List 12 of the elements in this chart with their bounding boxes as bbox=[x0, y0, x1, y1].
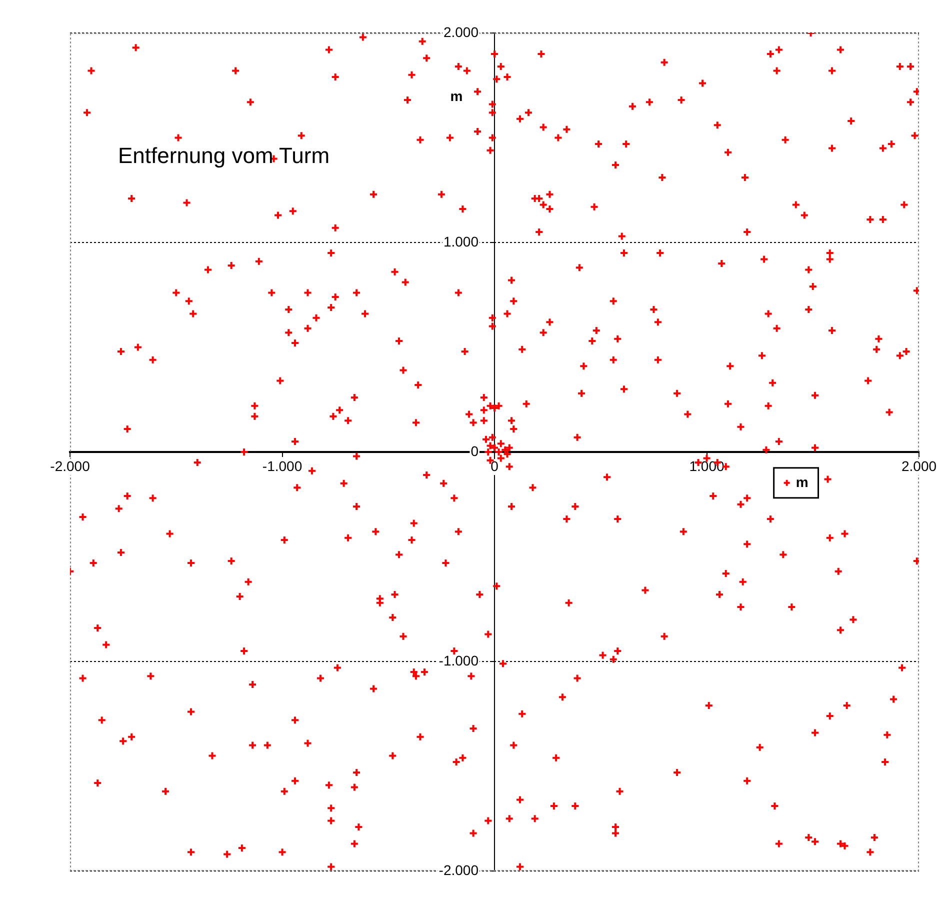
y-tick-label: 2.000 bbox=[443, 24, 479, 40]
legend-label: m bbox=[796, 474, 808, 490]
y-tick-label: -2.000 bbox=[438, 862, 479, 878]
y-tick-label: 0 bbox=[470, 442, 479, 459]
annotation: Entfernung vom Turm bbox=[118, 143, 330, 168]
x-tick-label: -2.000 bbox=[50, 458, 90, 474]
x-tick-label: -1.000 bbox=[262, 458, 302, 474]
y-tick-label: -1.000 bbox=[438, 652, 479, 668]
x-tick-label: 0 bbox=[490, 458, 499, 474]
y-axis-title: m bbox=[450, 88, 463, 104]
x-tick-label: 2.000 bbox=[901, 458, 937, 474]
y-tick-label: 1.000 bbox=[443, 233, 479, 250]
